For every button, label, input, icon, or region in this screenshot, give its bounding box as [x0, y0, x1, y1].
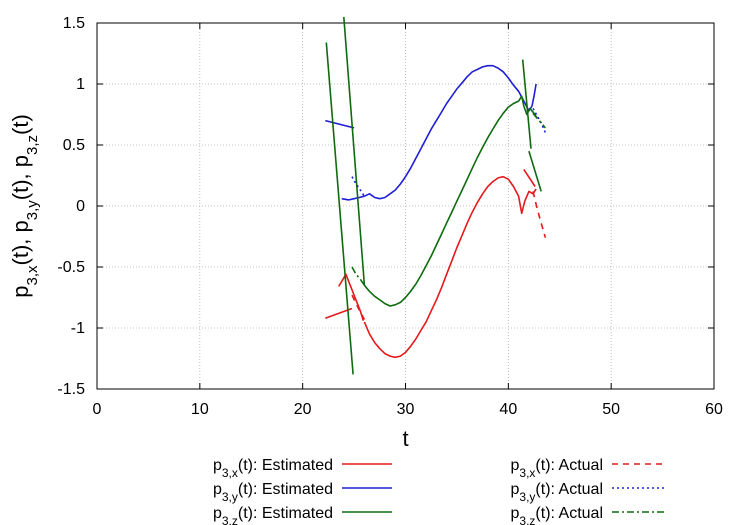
series-pz-act — [351, 112, 547, 286]
series-line-px-act — [532, 191, 547, 238]
legend-label: p3,y(t): Actual — [511, 481, 604, 504]
series-line-px-act — [351, 294, 366, 320]
series-line-pz-est — [325, 42, 354, 375]
series-line-py-est — [325, 119, 355, 129]
y-axis-title-subscript: 3,x — [24, 265, 41, 286]
series-pz-est — [325, 16, 542, 375]
y-axis-title-subscript: 3,z — [24, 135, 41, 155]
legend-label: p3,z(t): Estimated — [213, 505, 333, 525]
x-tick-label: 40 — [499, 401, 517, 418]
legend-entry-px-act: p3,x(t): Actual — [511, 457, 664, 480]
legend-label: p3,x(t): Estimated — [213, 457, 333, 480]
y-tick-label: 1 — [76, 76, 85, 93]
grid — [97, 23, 714, 389]
series-line-pz-act — [532, 112, 547, 129]
series-line-pz-est — [521, 59, 532, 149]
legend-entry-pz-act: p3,z(t): Actual — [511, 505, 664, 525]
legend-entry-py-est: p3,y(t): Estimated — [213, 481, 392, 504]
legend-entry-py-act: p3,y(t): Actual — [511, 481, 664, 504]
y-tick-label: -0.5 — [57, 259, 85, 276]
legend-label: p3,y(t): Estimated — [213, 481, 333, 504]
legend-label: p3,z(t): Actual — [511, 505, 604, 525]
x-tick-label: 60 — [705, 401, 723, 418]
x-tick-label: 30 — [397, 401, 415, 418]
series-line-py-est — [341, 64, 537, 201]
series-py-est — [325, 64, 537, 201]
series-px-act — [351, 191, 547, 320]
series-line-pz-est — [528, 150, 542, 192]
x-tick-label: 10 — [191, 401, 209, 418]
y-axis-title-subscript: 3,y — [24, 200, 41, 221]
y-axis: -1.5 -1 -0.5 0 0.5 1 1.5 — [57, 15, 714, 398]
series-line-py-act — [351, 176, 366, 197]
y-axis-title-part: p — [8, 286, 33, 298]
series-py-act — [351, 108, 547, 197]
series-line-pz-est — [343, 16, 366, 286]
y-tick-label: 0 — [76, 198, 85, 215]
x-tick-label: 20 — [294, 401, 312, 418]
series-line-px-est — [338, 273, 365, 321]
series-line-px-est — [363, 175, 537, 359]
series-line-px-est — [523, 168, 536, 187]
y-axis-title-part: (t), p — [8, 155, 33, 200]
x-tick-label: 50 — [602, 401, 620, 418]
series-layer — [325, 16, 547, 375]
x-axis-title: t — [402, 426, 408, 451]
y-tick-label: 1.5 — [63, 15, 85, 32]
x-tick-label: 0 — [93, 401, 102, 418]
series-line-pz-act — [351, 266, 366, 286]
series-line-pz-est — [363, 95, 538, 307]
y-tick-label: -1 — [71, 320, 85, 337]
y-axis-title: p3,x(t), p3,y(t), p3,z(t) — [8, 114, 41, 298]
y-axis-title-part: (t) — [8, 114, 33, 135]
series-line-py-act — [532, 108, 547, 134]
y-axis-title-part: (t), p — [8, 220, 33, 265]
legend-entry-px-est: p3,x(t): Estimated — [213, 457, 392, 480]
legend-entry-pz-est: p3,z(t): Estimated — [213, 505, 392, 525]
y-tick-label: -1.5 — [57, 381, 85, 398]
legend-label: p3,x(t): Actual — [511, 457, 604, 480]
x-axis: 0 10 20 30 40 50 60 — [93, 23, 723, 418]
y-tick-label: 0.5 — [63, 137, 85, 154]
